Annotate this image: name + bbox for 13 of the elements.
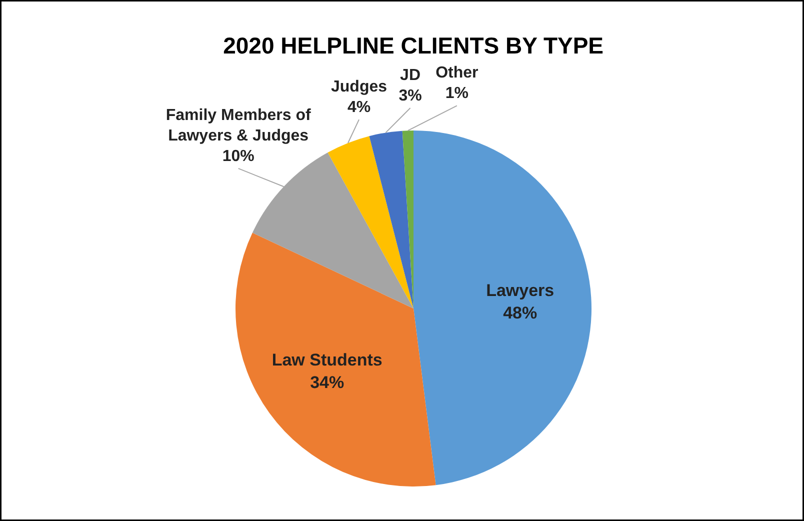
- slice-label: JD: [400, 67, 421, 84]
- data-label: 4%: [347, 99, 371, 116]
- slice-label: Other: [436, 64, 478, 82]
- slice-label: Family Members of Lawyers & Judges: [166, 107, 312, 145]
- data-label: 10%: [222, 148, 254, 165]
- data-label: 48%: [503, 304, 538, 323]
- data-label: 1%: [445, 85, 468, 102]
- chart-title: 2020 HELPLINE CLIENTS BY TYPE: [223, 32, 604, 58]
- slice-label: Law Students: [272, 350, 382, 370]
- slice-label: Judges: [331, 78, 388, 96]
- data-label: 3%: [398, 87, 422, 104]
- slice-label: Lawyers: [486, 280, 554, 300]
- data-label: 34%: [310, 373, 344, 392]
